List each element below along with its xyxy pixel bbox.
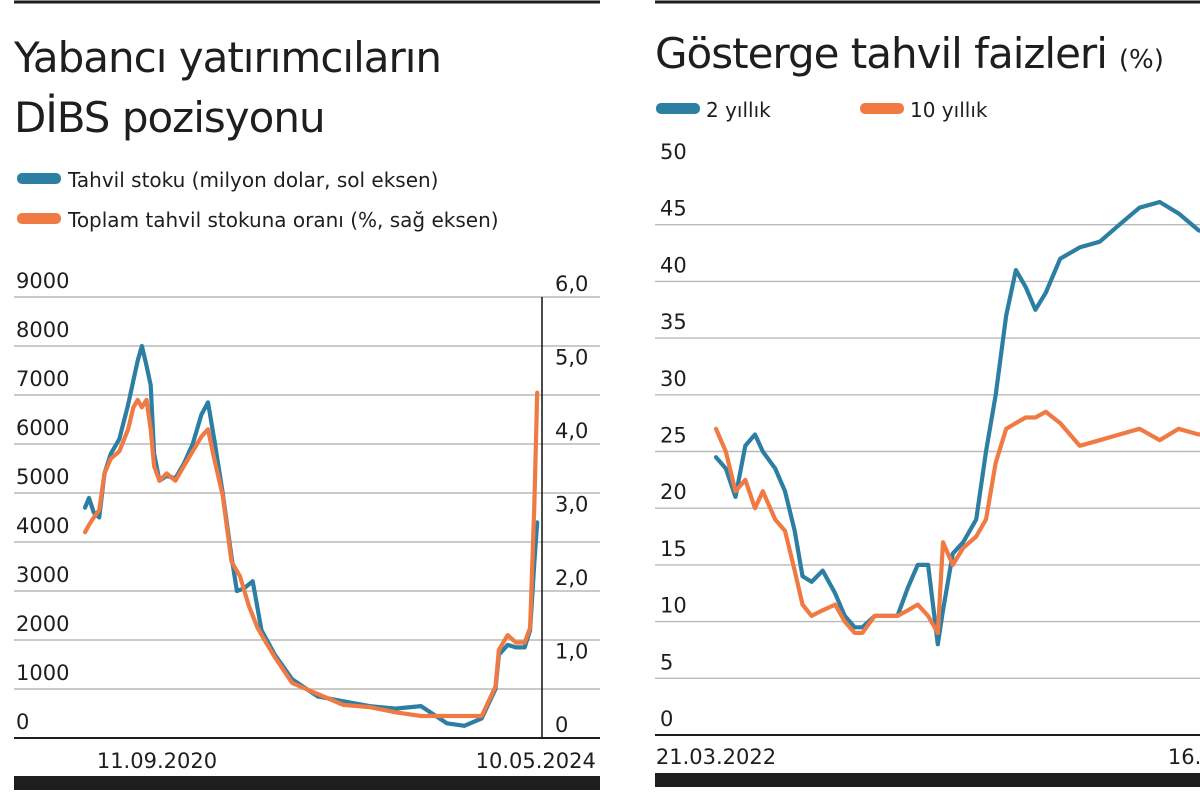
left-y-tick-label: 8000 [16,318,69,342]
left-y-tick-label: 0 [16,710,29,734]
left-y-tick-label: 5000 [16,465,69,489]
right-x-tick-label: 21.03.2022 [656,745,776,769]
right-legend-swatch-orange [860,103,904,114]
right-chart-y-tick-label: 50 [660,140,687,164]
right-chart-y-tick-label: 45 [660,197,687,221]
right-y-tick-label: 5,0 [555,346,588,370]
right-bottom-bar [655,773,1200,787]
right-chart-y-tick-label: 25 [660,424,687,448]
right-chart-y-tick-label: 30 [660,367,687,391]
right-title-main: Gösterge tahvil faizleri [655,29,1107,78]
tahvil-orani-line [82,390,540,719]
left-series-lines [82,343,540,728]
right-chart-y-tick-label: 15 [660,537,687,561]
left-y-tick-label: 6000 [16,416,69,440]
left-x-tick-label: 11.09.2020 [97,749,217,773]
left-y-tick-label: 7000 [16,367,69,391]
right-title: Gösterge tahvil faizleri (%) [655,29,1164,78]
right-series-lines [713,199,1200,647]
right-chart-y-tick-label: 40 [660,253,687,277]
left-y-tick-label: 9000 [16,269,69,293]
on-yillik-line [713,409,1200,635]
right-y-tick-labels: 6,0 5,0 4,0 3,0 2,0 1,0 0 [555,272,588,737]
left-chart: Yabancı yatırımcıların DİBS pozisyonu Ta… [13,0,600,790]
right-y-tick-label: 0 [555,713,568,737]
right-chart-y-tick-label: 0 [660,707,673,731]
right-x-tick-labels: 21.03.2022 16.05.2024 [656,745,1200,769]
right-chart: Gösterge tahvil faizleri (%) 2 yıllık 10 … [655,0,1200,787]
left-y-tick-label: 2000 [16,612,69,636]
right-chart-y-tick-label: 10 [660,594,687,618]
left-title-line-2: DİBS pozisyonu [14,92,325,142]
right-legend-label-10y: 10 yıllık [910,98,988,122]
right-chart-y-tick-label: 20 [660,480,687,504]
iki-yillik-line [713,199,1200,647]
right-legend-label-2y: 2 yıllık [706,98,771,122]
left-bottom-bar [14,776,600,790]
left-y-tick-labels: 9000 8000 7000 6000 5000 4000 3000 2000 1000 0 [16,269,69,734]
right-chart-y-tick-label: 5 [660,650,673,674]
right-x-tick-label: 16.05.2024 [1168,745,1200,769]
right-y-tick-label: 3,0 [555,493,588,517]
right-y-tick-label: 1,0 [555,640,588,664]
left-grid [14,296,600,690]
left-y-tick-label: 4000 [16,514,69,538]
tahvil-stoku-line [82,343,540,728]
left-legend-swatch-blue [17,173,61,184]
left-legend-label-blue: Tahvil stoku (milyon dolar, sol eksen) [67,168,439,192]
left-legend-swatch-orange [17,213,61,224]
right-y-tick-label: 4,0 [555,419,588,443]
left-x-tick-label: 10.05.2024 [476,749,596,773]
left-y-tick-label: 3000 [16,563,69,587]
right-title-unit: (%) [1119,45,1164,75]
right-y-tick-label: 6,0 [555,272,588,296]
left-y-tick-label: 1000 [16,661,69,685]
right-chart-y-tick-label: 35 [660,310,687,334]
left-title-line-1: Yabancı yatırımcıların [13,33,441,82]
left-x-tick-labels: 11.09.2020 10.05.2024 [97,749,596,773]
left-legend-label-orange: Toplam tahvil stokuna oranı (%, sağ ekse… [67,208,499,232]
right-grid [655,223,1200,679]
right-legend-swatch-blue [656,103,700,114]
right-y-tick-label: 2,0 [555,566,588,590]
